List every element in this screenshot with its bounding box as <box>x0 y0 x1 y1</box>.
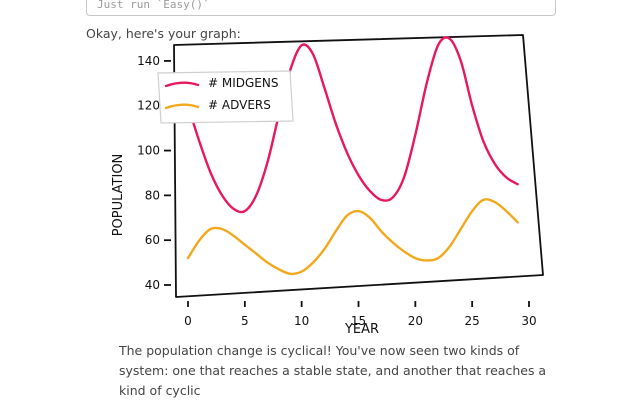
x-axis: 0 5 10 15 20 25 30 <box>184 301 537 328</box>
x-tick-label: 30 <box>521 314 536 328</box>
response-intro: Okay, here's your graph: <box>86 26 241 41</box>
y-tick-label: 60 <box>145 233 160 247</box>
legend-label-midgens: # MIDGENS <box>208 76 278 90</box>
x-tick-label: 5 <box>241 314 249 328</box>
y-axis: 40 60 80 100 120 140 <box>137 54 171 292</box>
response-caption: The population change is cyclical! You'v… <box>119 343 547 398</box>
y-tick-label: 120 <box>137 99 160 113</box>
x-axis-label: YEAR <box>344 322 379 337</box>
x-tick-label: 0 <box>184 314 192 328</box>
x-tick-label: 20 <box>408 314 423 328</box>
y-tick-label: 80 <box>145 188 160 202</box>
legend: # MIDGENS # ADVERS <box>157 70 294 124</box>
y-tick-label: 140 <box>137 54 160 68</box>
x-tick-label: 15 <box>351 314 366 328</box>
plot-border <box>173 34 544 298</box>
x-tick-label: 10 <box>294 314 309 328</box>
series-line-advers <box>186 198 519 276</box>
code-input[interactable] <box>86 0 556 16</box>
plot-frame <box>173 34 544 298</box>
y-axis-label: POPULATION <box>111 154 126 237</box>
series-layer <box>186 36 519 276</box>
legend-swatch-advers <box>164 103 200 110</box>
legend-label-advers: # ADVERS <box>208 98 271 112</box>
y-tick-label: 40 <box>145 278 160 292</box>
x-tick-label: 25 <box>465 314 480 328</box>
legend-swatch-midgens <box>164 81 200 88</box>
series-line-midgens <box>186 36 519 214</box>
y-tick-label: 100 <box>137 144 160 158</box>
